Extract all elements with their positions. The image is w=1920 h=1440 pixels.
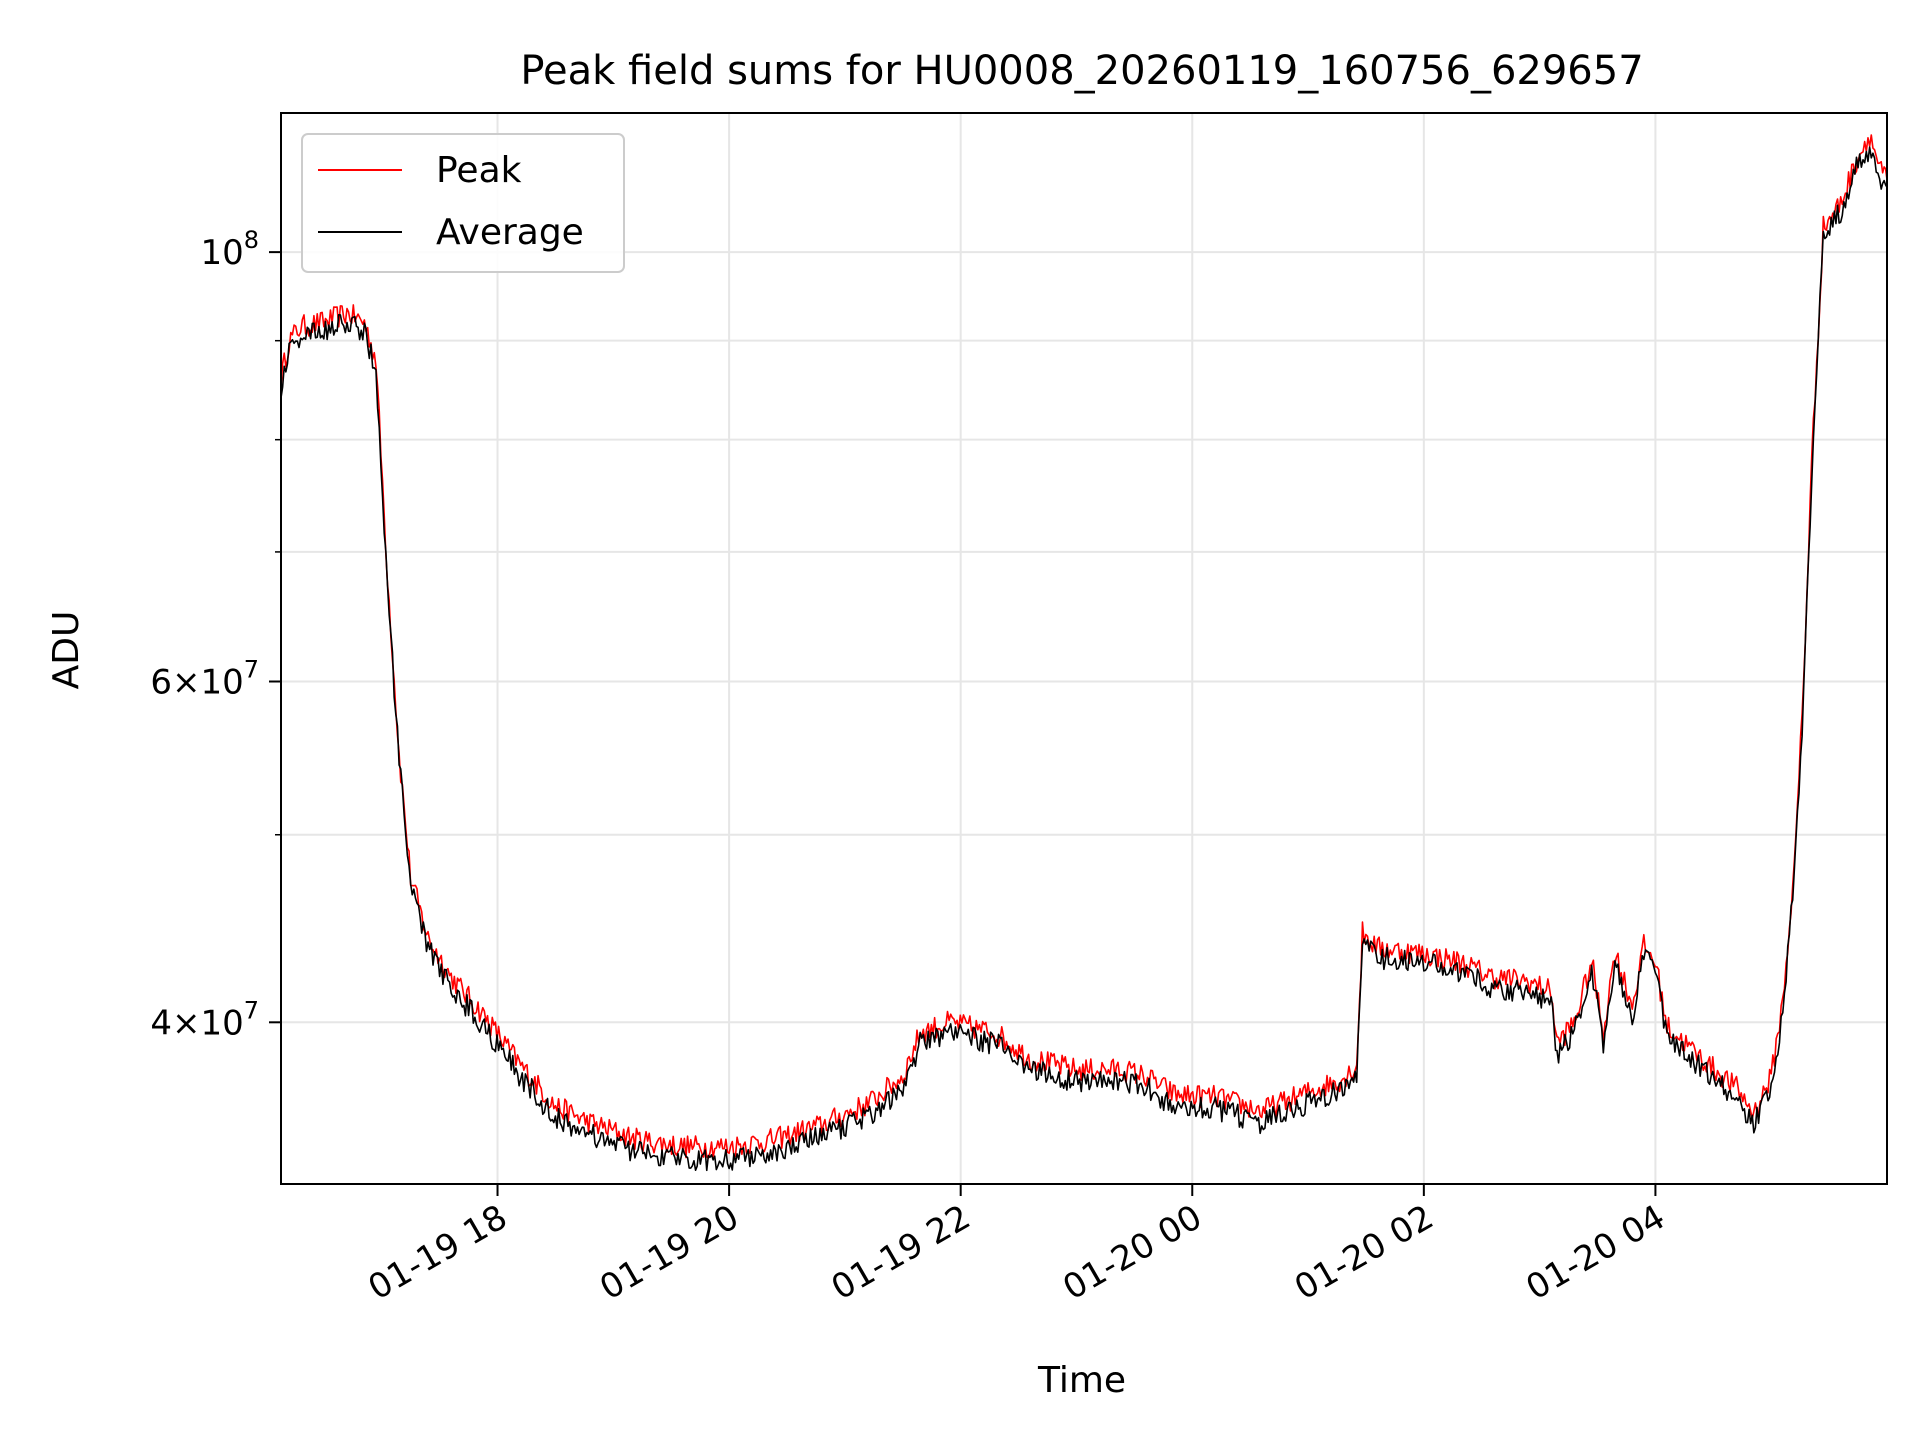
series-layer [281, 134, 1887, 1172]
y-tick-label: 4×107 [150, 996, 259, 1043]
y-axis: 4×107 6×107 108 [150, 226, 281, 1043]
series-line-average [281, 146, 1887, 1172]
plot-frame [280, 112, 1888, 1185]
chart-title: Peak field sums for HU0008_20260119_1607… [520, 48, 1643, 94]
x-axis-label: Time [1037, 1360, 1126, 1401]
grid [281, 113, 1887, 1184]
legend-label-average: Average [436, 212, 584, 253]
y-axis-label: ADU [46, 611, 87, 690]
y-tick-label: 6×107 [150, 655, 259, 702]
y-tick-label: 108 [200, 226, 259, 273]
legend-box [301, 133, 625, 273]
legend-label-peak: Peak [436, 150, 522, 191]
legend: Peak Average [301, 133, 625, 273]
series-clip-group [281, 134, 1887, 1172]
